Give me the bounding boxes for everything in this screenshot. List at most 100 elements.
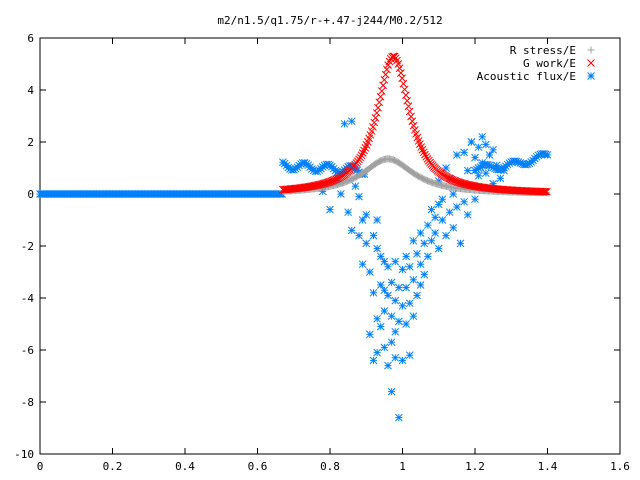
acoustic-flux-point (442, 231, 450, 240)
acoustic-flux-point (442, 164, 450, 172)
y-tick-label: -4 (21, 292, 35, 305)
x-tick-label: 1.6 (610, 460, 630, 473)
acoustic-flux-point (471, 195, 479, 204)
acoustic-flux-point (474, 143, 483, 152)
acoustic-flux-point (358, 216, 367, 224)
g-work-point (421, 150, 429, 159)
acoustic-flux-point (362, 239, 371, 248)
acoustic-flux-point (398, 356, 407, 365)
g-work-point (539, 187, 547, 196)
acoustic-flux-point (460, 197, 468, 206)
legend-label: Acoustic flux/E (477, 70, 576, 83)
acoustic-flux-point (391, 296, 400, 305)
acoustic-flux-point (362, 210, 371, 219)
acoustic-flux-point (387, 387, 396, 396)
g-work-point (405, 107, 414, 116)
acoustic-flux-point (395, 283, 403, 292)
acoustic-flux-point (366, 330, 374, 339)
acoustic-flux-point (369, 356, 378, 365)
legend-marker (587, 72, 595, 80)
acoustic-flux-point (355, 231, 363, 240)
acoustic-flux-point (402, 252, 410, 261)
g-work-point (408, 117, 417, 126)
acoustic-flux-point (482, 169, 490, 178)
axis-ticks: 0 0.2 0.4 0.6 0.8 1 1.2 1.4 1.6 -10 -8 -6 -4 -2 0 2 4 6 (14, 32, 630, 473)
acoustic-flux-point (456, 239, 465, 248)
acoustic-flux-point (431, 229, 439, 237)
acoustic-flux-point (496, 174, 505, 183)
acoustic-flux-point (500, 166, 508, 175)
acoustic-flux-point (376, 322, 385, 331)
acoustic-flux-point (409, 312, 418, 321)
acoustic-flux-point (340, 119, 349, 128)
acoustic-flux-point (449, 223, 458, 232)
acoustic-flux-point (460, 148, 468, 157)
acoustic-flux-point (376, 252, 385, 261)
acoustic-flux-point (395, 413, 403, 422)
g-work-point (381, 70, 390, 79)
acoustic-flux-point (380, 307, 389, 315)
acoustic-flux-point (413, 291, 421, 300)
g-work-point (370, 118, 379, 127)
acoustic-flux-point (380, 343, 389, 352)
g-work-point (371, 114, 380, 122)
acoustic-flux-point (409, 236, 418, 245)
y-tick-label: -8 (21, 396, 34, 409)
y-tick-label: 0 (27, 188, 34, 201)
acoustic-flux-point (474, 164, 483, 172)
g-work-point (360, 146, 368, 155)
legend-label: G work/E (523, 57, 576, 70)
acoustic-flux-point (416, 229, 425, 237)
acoustic-flux-point (471, 153, 479, 162)
x-tick-label: 0.2 (103, 460, 123, 473)
acoustic-flux-point (424, 252, 432, 261)
acoustic-flux-point (326, 205, 334, 214)
g-work-point (407, 112, 415, 121)
y-tick-label: -6 (21, 344, 34, 357)
acoustic-flux-point (347, 226, 356, 235)
series-layer (36, 52, 552, 422)
g-work-point (356, 153, 365, 162)
acoustic-flux-point (489, 145, 497, 154)
acoustic-flux-point (434, 244, 443, 253)
acoustic-flux-point (427, 205, 436, 214)
acoustic-flux-point (366, 268, 374, 276)
acoustic-flux-point (463, 166, 472, 175)
acoustic-flux-point (387, 278, 396, 287)
legend-label: R stress/E (510, 44, 576, 57)
g-work-point (419, 148, 428, 157)
x-tick-label: 0 (37, 460, 44, 473)
acoustic-flux-point (405, 351, 414, 360)
g-work-point (329, 176, 338, 185)
acoustic-flux-point (373, 314, 381, 323)
acoustic-flux-point (391, 353, 400, 362)
acoustic-flux-point (373, 348, 381, 357)
series-g-work (279, 52, 551, 196)
acoustic-flux-point (453, 203, 461, 211)
acoustic-flux-point (402, 320, 410, 328)
acoustic-flux-point (380, 257, 389, 266)
acoustic-flux-point (373, 216, 381, 224)
acoustic-flux-point (380, 286, 389, 295)
g-work-point (328, 176, 337, 185)
acoustic-flux-point (463, 210, 472, 219)
y-tick-label: 6 (27, 32, 34, 45)
g-work-point (418, 145, 427, 154)
g-work-point (541, 187, 550, 196)
acoustic-flux-point (478, 132, 487, 141)
g-work-point (422, 152, 431, 161)
acoustic-flux-point (438, 195, 447, 204)
x-tick-label: 0.4 (175, 460, 195, 473)
acoustic-flux-point (358, 260, 367, 269)
acoustic-flux-point (416, 260, 425, 269)
g-work-point (357, 151, 366, 160)
acoustic-flux-point (413, 249, 421, 258)
y-tick-label: -10 (14, 448, 34, 461)
g-work-point (367, 127, 376, 135)
acoustic-flux-point (474, 171, 483, 180)
y-tick-label: 2 (27, 136, 34, 149)
acoustic-flux-point (384, 262, 392, 271)
legend-marker (587, 46, 595, 54)
g-work-point (395, 64, 404, 73)
